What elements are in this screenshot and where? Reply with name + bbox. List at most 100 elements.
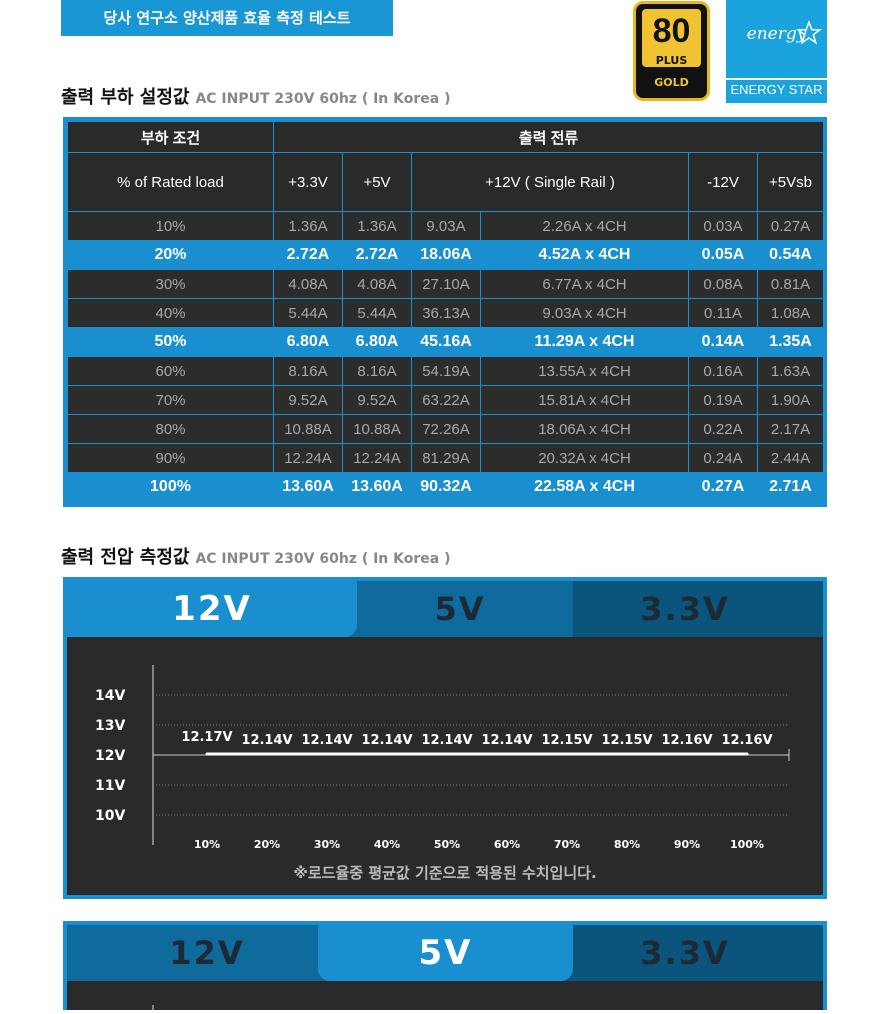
table-row: 10% 1.36A 1.36A 9.03A 2.26A x 4CH 0.03A 0.27A [67, 211, 824, 241]
table-cell-v12b: 22.58A x 4CH [480, 472, 689, 502]
table-cell-v12b: 15.81A x 4CH [480, 385, 689, 415]
table-cell-v12b: 4.52A x 4CH [480, 240, 689, 270]
table-cell-v5: 9.52A [342, 385, 412, 415]
table-cell-v12b: 18.06A x 4CH [480, 414, 689, 444]
table-cell-v33: 4.08A [273, 269, 343, 299]
table-cell-load: 100% [67, 472, 274, 502]
data-label: 12.15V [541, 733, 592, 748]
table-cell-v33: 8.16A [273, 356, 343, 386]
table-cell-v12a: 9.03A [411, 211, 481, 241]
tab-12v[interactable]: 12V [67, 925, 347, 981]
data-point [445, 752, 449, 756]
table-cell-v33: 5.44A [273, 298, 343, 328]
table-cell-load: 50% [67, 327, 274, 357]
tab-3-3v[interactable]: 3.3V [547, 925, 823, 981]
table-cell-v5: 6.80A [342, 327, 412, 357]
table-cell-vn12: 0.05A [688, 240, 758, 270]
table-cell-v33: 10.88A [273, 414, 343, 444]
column-header: +3.3V [273, 152, 343, 212]
table-cell-v33: 12.24A [273, 443, 343, 473]
table-cell-vn12: 0.16A [688, 356, 758, 386]
table-cell-vsb: 0.81A [757, 269, 824, 299]
data-label: 12.14V [421, 733, 472, 748]
energy-star-divider [726, 78, 827, 80]
energy-star-label: ENERGY STAR [730, 82, 823, 97]
table-cell-vsb: 2.44A [757, 443, 824, 473]
table-row: 100% 13.60A 13.60A 90.32A 22.58A x 4CH 0.27A 2… [67, 472, 824, 502]
energy-star-script: energy [746, 24, 807, 44]
table-row: 60% 8.16A 8.16A 54.19A 13.55A x 4CH 0.16A 1.63… [67, 356, 824, 386]
column-header: +5V [342, 152, 412, 212]
load-title-text: 출력 부하 설정값 [61, 87, 190, 108]
table-cell-vsb: 1.63A [757, 356, 824, 386]
table-cell-v12a: 63.22A [411, 385, 481, 415]
table-row: 20% 2.72A 2.72A 18.06A 4.52A x 4CH 0.05A 0.54A [67, 240, 824, 270]
table-cell-v5: 1.36A [342, 211, 412, 241]
tab-5v[interactable]: 5V [318, 925, 573, 981]
tab-3-3v[interactable]: 3.3V [547, 581, 823, 637]
tab-12v[interactable]: 12V [67, 581, 357, 637]
table-cell-v5: 12.24A [342, 443, 412, 473]
x-tick-label: 20% [254, 838, 280, 851]
data-point [625, 752, 629, 756]
y-tick-label: 10V [95, 808, 125, 824]
table-cell-vsb: 0.27A [757, 211, 824, 241]
table-cell-load: 30% [67, 269, 274, 299]
voltage-tabs: 3.3V 12V 5V [67, 925, 823, 981]
chart-caption: ※로드율중 평균값 기준으로 적용된 수치입니다. [293, 864, 597, 882]
table-cell-vn12: 0.19A [688, 385, 758, 415]
y-tick-label: 12V [95, 748, 125, 764]
table-cell-v33: 1.36A [273, 211, 343, 241]
data-label: 12.16V [721, 733, 772, 748]
table-row: 80% 10.88A 10.88A 72.26A 18.06A x 4CH 0.22A 2.… [67, 414, 824, 444]
y-tick-label: 14V [95, 688, 125, 704]
table-cell-v12a: 27.10A [411, 269, 481, 299]
80plus-plus-text: PLUS [655, 54, 688, 67]
table-row: 40% 5.44A 5.44A 36.13A 9.03A x 4CH 0.11A 1.08A [67, 298, 824, 328]
test-banner: 당사 연구소 양산제품 효율 측정 테스트 [61, 0, 393, 36]
table-cell-load: 10% [67, 211, 274, 241]
table-cell-v12b: 11.29A x 4CH [480, 327, 689, 357]
table-cell-v5: 5.44A [342, 298, 412, 328]
table-cell-v12b: 9.03A x 4CH [480, 298, 689, 328]
table-cell-vn12: 0.22A [688, 414, 758, 444]
table-cell-vsb: 2.17A [757, 414, 824, 444]
table-cell-v33: 9.52A [273, 385, 343, 415]
x-tick-label: 10% [194, 838, 220, 851]
table-cell-v12a: 90.32A [411, 472, 481, 502]
table-cell-load: 90% [67, 443, 274, 473]
voltage-title-subtitle: AC INPUT 230V 60hz ( In Korea ) [195, 551, 451, 567]
table-cell-vsb: 2.71A [757, 472, 824, 502]
load-table-frame: 부하 조건 출력 전류 % of Rated load +3.3V +5V +1… [63, 117, 827, 507]
table-group-output-current: 출력 전류 [273, 121, 824, 153]
data-point [385, 752, 389, 756]
data-label: 12.14V [481, 733, 532, 748]
table-cell-vsb: 1.08A [757, 298, 824, 328]
data-label: 12.14V [241, 733, 292, 748]
voltage-tabs: 3.3V 5V 12V [67, 581, 823, 637]
chart-plot-area: 14V 13V 12V 11V 10V 12.17V 12.14V 12.14V 12.14V 1… [67, 637, 823, 895]
table-cell-load: 70% [67, 385, 274, 415]
voltage-section-title: 출력 전압 측정값 AC INPUT 230V 60hz ( In Korea ) [61, 543, 450, 569]
table-cell-v33: 6.80A [273, 327, 343, 357]
y-tick-label: 13V [95, 718, 125, 734]
x-tick-label: 90% [674, 838, 700, 851]
table-cell-v12a: 72.26A [411, 414, 481, 444]
table-cell-load: 40% [67, 298, 274, 328]
line-chart-12v: 14V 13V 12V 11V 10V 12.17V 12.14V 12.14V 12.14V 1… [95, 665, 790, 851]
table-cell-v12b: 20.32A x 4CH [480, 443, 689, 473]
table-cell-load: 60% [67, 356, 274, 386]
x-tick-label: 70% [554, 838, 580, 851]
table-cell-vn12: 0.14A [688, 327, 758, 357]
data-label: 12.14V [361, 733, 412, 748]
x-tick-label: 50% [434, 838, 460, 851]
table-cell-v5: 2.72A [342, 240, 412, 270]
voltage-chart-5v: 3.3V 12V 5V [63, 921, 827, 1010]
data-point [325, 752, 329, 756]
80plus-number: 80 [642, 9, 701, 67]
tab-5v[interactable]: 5V [347, 581, 573, 637]
data-point [265, 752, 269, 756]
table-cell-v12a: 36.13A [411, 298, 481, 328]
table-cell-load: 20% [67, 240, 274, 270]
x-tick-label: 60% [494, 838, 520, 851]
